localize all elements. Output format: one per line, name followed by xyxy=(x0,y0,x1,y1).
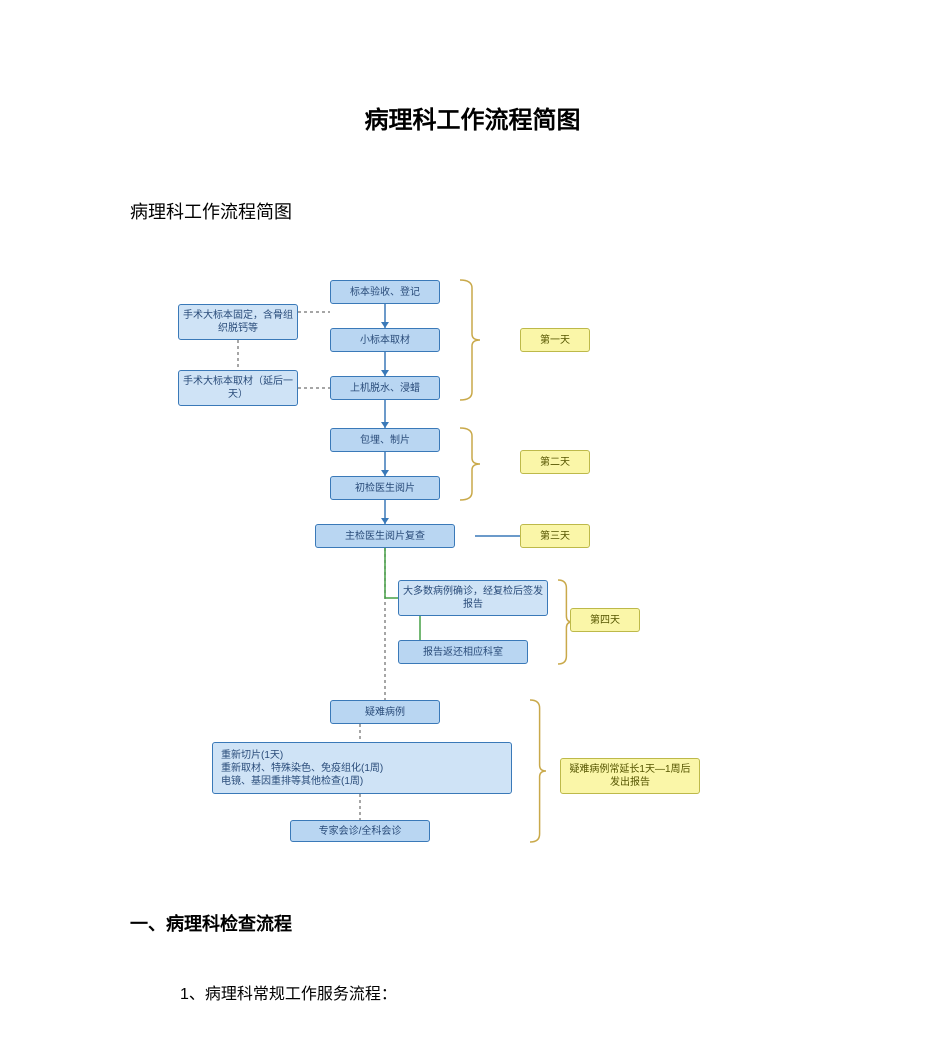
flow-node-d5: 疑难病例常延长1天—1周后发出报告 xyxy=(560,758,700,794)
section-1-title: 一、病理科检查流程 xyxy=(130,910,292,936)
flow-node-n7: 大多数病例确诊，经复检后签发报告 xyxy=(398,580,548,616)
flow-node-n1: 标本验收、登记 xyxy=(330,280,440,304)
flow-node-d1: 第一天 xyxy=(520,328,590,352)
flow-node-n3: 上机脱水、浸蜡 xyxy=(330,376,440,400)
flow-node-n11: 专家会诊/全科会诊 xyxy=(290,820,430,842)
flow-node-n10: 重新切片(1天)重新取材、特殊染色、免疫组化(1周)电镜、基因重排等其他检查(1… xyxy=(212,742,512,794)
flow-node-n2: 小标本取材 xyxy=(330,328,440,352)
flow-node-n5: 初检医生阅片 xyxy=(330,476,440,500)
flow-node-d3: 第三天 xyxy=(520,524,590,548)
flow-node-n9: 疑难病例 xyxy=(330,700,440,724)
flow-node-d2: 第二天 xyxy=(520,450,590,474)
flow-node-n6: 主检医生阅片复查 xyxy=(315,524,455,548)
flow-node-s1: 手术大标本固定，含骨组织脱钙等 xyxy=(178,304,298,340)
flow-node-n8: 报告返还相应科室 xyxy=(398,640,528,664)
page-title: 病理科工作流程简图 xyxy=(0,100,945,135)
page-subtitle: 病理科工作流程简图 xyxy=(130,198,292,224)
section-1-item-1: 1、病理科常规工作服务流程： xyxy=(180,980,397,1004)
flow-node-d4: 第四天 xyxy=(570,608,640,632)
flow-node-s2: 手术大标本取材（延后一天） xyxy=(178,370,298,406)
page: 病理科工作流程简图 病理科工作流程简图 标本验收、登记小标本取材上机脱水、浸蜡包… xyxy=(0,0,945,1057)
flow-node-n4: 包埋、制片 xyxy=(330,428,440,452)
